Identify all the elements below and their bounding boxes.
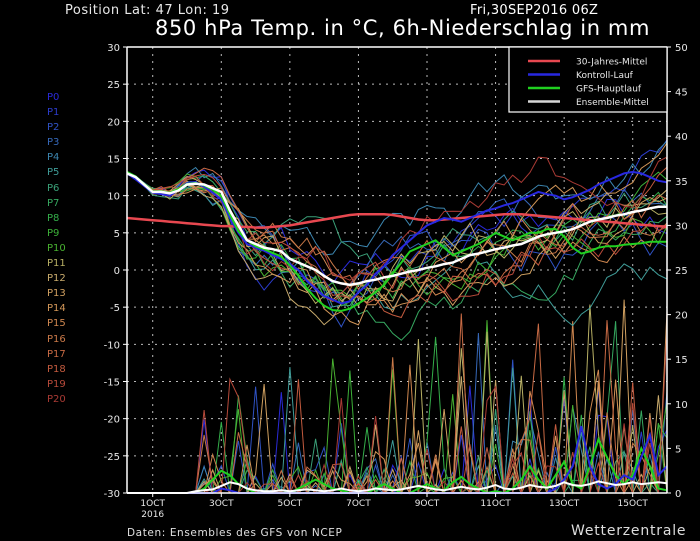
x-tick-label: 5OCT [278, 499, 303, 509]
brand-label: Wetterzentrale [571, 523, 687, 539]
member-list: P0 P1 P2 P3 P4 P5 P6 P7 P8 P9 P10 P11 P12 P13 P14 P15 P1… [47, 90, 66, 407]
y-left-tick-label: -25 [104, 452, 120, 463]
member-label-p8: P8 [47, 212, 60, 224]
member-label-p7: P7 [47, 197, 60, 209]
legend: 30-Jahres-Mittel Kontroll-Lauf GFS-Hauptla… [508, 46, 668, 113]
y-left-tick-label: -10 [104, 340, 120, 351]
temp-ensemble-mean [126, 172, 667, 287]
y-right-tick-label: 25 [675, 266, 688, 277]
y-left-tick-label: 30 [107, 43, 120, 54]
temp-line-p14 [126, 142, 668, 326]
legend-label: 30-Jahres-Mittel [576, 58, 647, 68]
legend-label: Ensemble-Mittel [576, 98, 649, 108]
y-right-tick-label: 40 [675, 132, 688, 143]
y-left-tick-label: -30 [104, 489, 120, 500]
x-tick-label: 3OCT [209, 499, 234, 509]
y-right-tick-label: 30 [675, 221, 688, 232]
member-label-p4: P4 [47, 152, 60, 164]
member-label-p10: P10 [47, 242, 66, 254]
x-tick-label: 1OCT [140, 499, 165, 509]
y-right-tick-label: 15 [675, 355, 688, 366]
member-label-p0: P0 [47, 92, 60, 103]
x-tick-label: 9OCT [415, 499, 440, 509]
y-left-tick-label: 10 [107, 192, 120, 203]
precip-ensemble-mean [127, 480, 668, 494]
member-label-p14: P14 [47, 303, 66, 315]
x-tick-label: 7OCT [346, 499, 371, 509]
y-left-tick-label: 20 [107, 117, 120, 128]
member-label-p13: P13 [47, 288, 66, 300]
chart-title: 850 hPa Temp. in °C, 6h-Niederschlag in … [155, 16, 651, 40]
member-label-p18: P18 [47, 363, 66, 375]
y-left-tick-label: -15 [104, 378, 120, 389]
temp-line-p19 [126, 172, 668, 302]
run-date-label: Fri,30SEP2016 06Z [470, 3, 599, 18]
y-left-tick-label: 5 [114, 229, 120, 240]
x-tick-label: 11OCT [480, 499, 511, 509]
position-label: Position Lat: 47 Lon: 19 [65, 3, 230, 18]
member-label-p12: P12 [47, 273, 66, 285]
temp-series [126, 139, 668, 341]
y-left-tick-label: -20 [104, 415, 120, 426]
precip-series [127, 299, 668, 495]
legend-label: Kontroll-Lauf [576, 71, 634, 81]
member-label-p2: P2 [47, 122, 60, 134]
data-source-label: Daten: Ensembles des GFS von NCEP [127, 527, 343, 539]
temp-control-run [126, 170, 668, 305]
member-label-p20: P20 [47, 393, 66, 405]
temp-line-p12 [126, 172, 668, 326]
legend-label: GFS-Hauptlauf [576, 85, 642, 95]
y-left-tick-label: -5 [110, 303, 120, 314]
temp-line-p7 [126, 172, 668, 341]
y-right-tick-label: 35 [675, 177, 688, 188]
x-tick-sublabel: 2016 [141, 510, 164, 520]
member-label-p5: P5 [47, 167, 60, 179]
x-tick-label: 15OCT [618, 499, 649, 509]
member-label-p17: P17 [47, 348, 66, 360]
y-left-tick-label: 25 [107, 80, 120, 91]
precip-line-p15 [127, 321, 667, 495]
member-label-p16: P16 [47, 333, 66, 345]
y-right-tick-label: 10 [675, 400, 688, 411]
x-tick-label: 13OCT [549, 499, 580, 509]
member-label-p15: P15 [47, 318, 66, 330]
y-right-tick-label: 0 [675, 489, 681, 500]
temp-climatology [126, 213, 668, 229]
temp-gfs-main-run [126, 171, 667, 312]
member-label-p9: P9 [47, 227, 60, 239]
y-right-tick-label: 50 [675, 43, 688, 54]
member-label-p1: P1 [47, 107, 60, 119]
temp-line-p20 [126, 156, 668, 281]
y-right-tick-label: 20 [675, 311, 688, 322]
y-left-tick-label: 15 [107, 155, 120, 166]
member-label-p6: P6 [47, 182, 60, 194]
y-right-tick-label: 45 [675, 88, 688, 99]
y-right-tick-label: 5 [675, 444, 681, 455]
member-label-p3: P3 [47, 137, 60, 149]
member-label-p19: P19 [47, 378, 66, 390]
member-label-p11: P11 [47, 258, 66, 270]
axes: 302520151050-5-10-15-20-25-3050454035302… [104, 43, 688, 520]
y-left-tick-label: 0 [114, 266, 120, 277]
